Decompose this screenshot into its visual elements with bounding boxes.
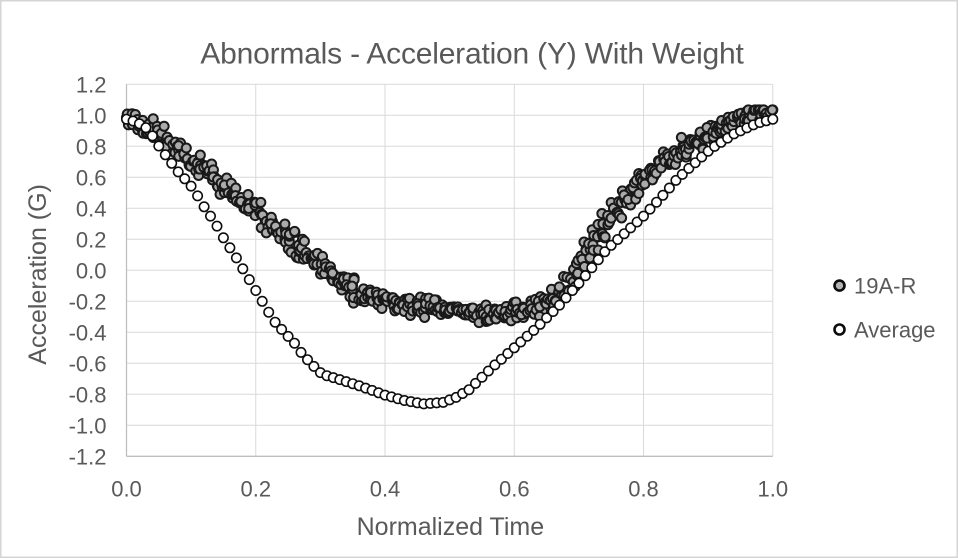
svg-text:Acceleration (G): Acceleration (G) [24, 184, 52, 365]
svg-text:19A-R: 19A-R [854, 274, 916, 299]
svg-text:-1.2: -1.2 [69, 445, 107, 470]
svg-text:1.2: 1.2 [76, 73, 107, 98]
svg-text:-1.0: -1.0 [69, 414, 107, 439]
svg-text:-0.6: -0.6 [69, 352, 107, 377]
svg-text:0.4: 0.4 [76, 197, 107, 222]
svg-text:0.0: 0.0 [76, 259, 107, 284]
svg-text:Average: Average [854, 318, 936, 343]
svg-text:-0.4: -0.4 [69, 321, 107, 346]
svg-text:0.2: 0.2 [76, 228, 107, 253]
svg-text:Normalized Time: Normalized Time [357, 513, 545, 541]
svg-text:-0.8: -0.8 [69, 383, 107, 408]
svg-text:0.8: 0.8 [76, 135, 107, 160]
svg-text:0.6: 0.6 [499, 477, 530, 502]
svg-text:0.8: 0.8 [628, 477, 659, 502]
svg-text:Abnormals - Acceleration (Y) W: Abnormals - Acceleration (Y) With Weight [200, 38, 744, 71]
svg-text:-0.2: -0.2 [69, 290, 107, 315]
svg-text:0.2: 0.2 [241, 477, 272, 502]
svg-text:0.6: 0.6 [76, 166, 107, 191]
svg-text:1.0: 1.0 [76, 104, 107, 129]
svg-text:0.4: 0.4 [370, 477, 401, 502]
svg-text:1.0: 1.0 [758, 477, 789, 502]
svg-text:0.0: 0.0 [111, 477, 142, 502]
